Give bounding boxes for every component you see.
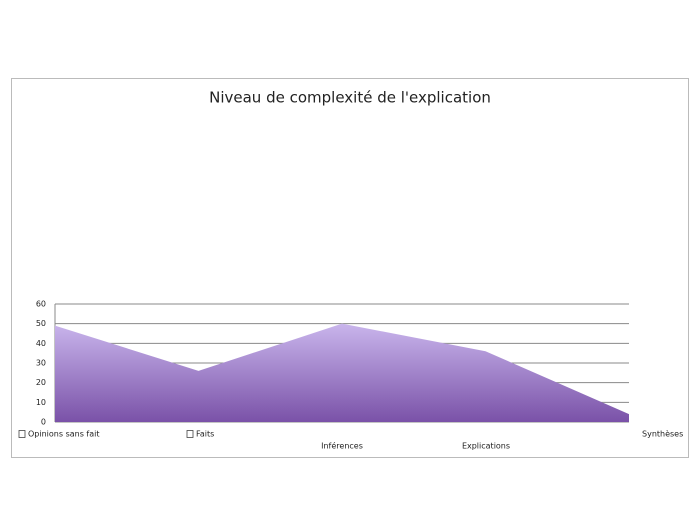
y-tick-label: 20: [36, 378, 46, 387]
x-tick-label: Faits: [196, 430, 214, 439]
x-tick-label: Opinions sans fait: [28, 430, 100, 439]
x-tick-label: Synthèses: [642, 429, 683, 439]
y-tick-label: 0: [41, 418, 46, 427]
legend-box: [18, 430, 26, 438]
y-tick-label: 60: [36, 300, 46, 309]
y-tick-label: 30: [36, 359, 46, 368]
x-tick-label: Explications: [462, 442, 510, 451]
area: [55, 323, 629, 422]
y-tick-label: 40: [36, 339, 46, 348]
chart-title: Niveau de complexité de l'explication: [209, 89, 491, 107]
y-tick-label: 10: [36, 398, 46, 407]
y-tick-label: 50: [36, 319, 46, 328]
legend-box: [186, 430, 194, 438]
x-tick-label: Inférences: [321, 441, 363, 451]
